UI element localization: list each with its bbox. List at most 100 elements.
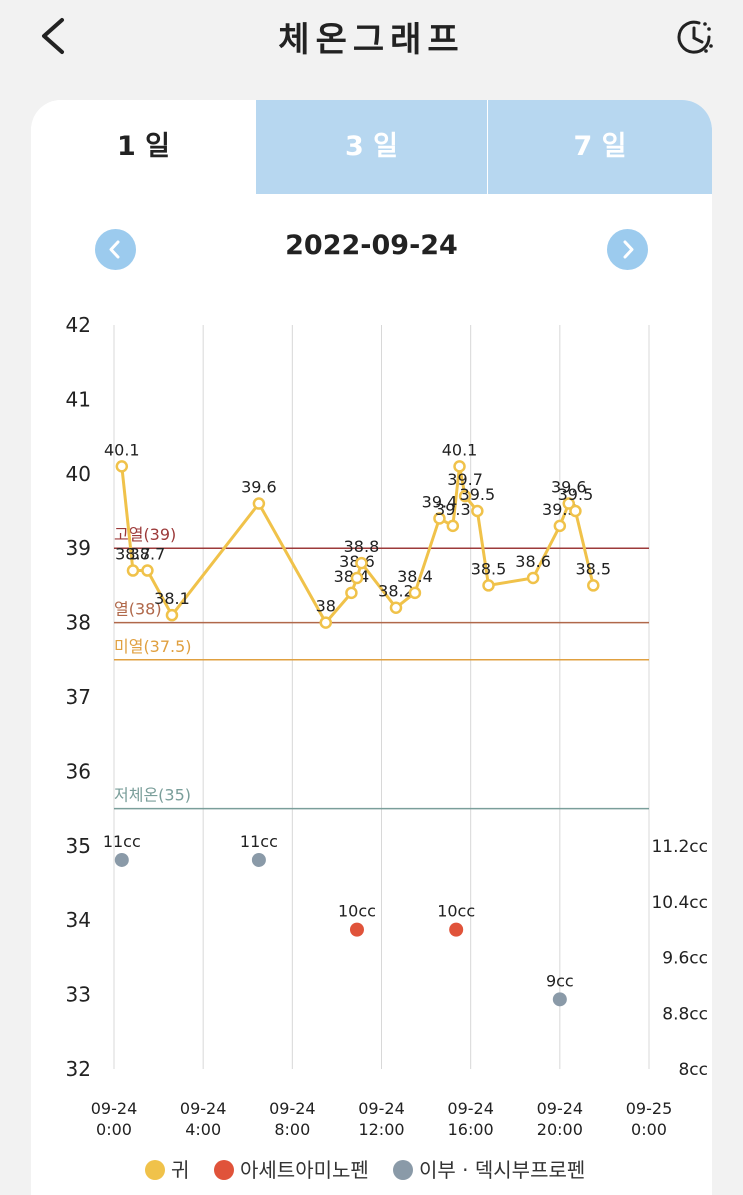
temperature-point: [355, 556, 368, 570]
clock-history-icon: [677, 20, 713, 54]
tab-7-day[interactable]: 7 일: [488, 100, 712, 194]
period-tabs: 1 일 3 일 7 일: [31, 100, 712, 194]
temperature-point: [587, 579, 600, 592]
temperature-point: [389, 601, 403, 614]
reference-line-label: 저체온(35): [114, 786, 191, 805]
medication-dose-point: [552, 992, 567, 1007]
temperature-point: [446, 519, 460, 533]
chevron-left-icon: [42, 18, 64, 54]
temperature-point: [458, 489, 472, 503]
prev-date-button[interactable]: [95, 229, 136, 270]
y-tick-label: 34: [66, 908, 91, 932]
history-button[interactable]: [675, 16, 717, 58]
y-tick-label: 32: [66, 1057, 91, 1081]
temperature-value-label: 39.4: [422, 492, 458, 511]
temperature-value-label: 39.6: [241, 478, 277, 497]
back-button[interactable]: [36, 14, 72, 58]
medication-dose-label: 11cc: [240, 832, 278, 851]
tab-divider: [487, 100, 488, 194]
temperature-point: [141, 564, 154, 577]
temperature-value-label: 39.7: [447, 470, 483, 489]
chart-legend: 귀 아세트아미노펜 이부 · 덱시부프로펜: [0, 1150, 743, 1190]
medication-dose-point: [349, 922, 364, 937]
chart-card: 1 일 3 일 7 일 2022-09-24: [31, 100, 712, 1195]
medication-dose-point: [251, 852, 266, 867]
temperature-point: [252, 497, 266, 510]
y-tick-label: 36: [66, 759, 91, 783]
right-axis-tick-label: 11.2cc: [651, 837, 708, 857]
y-tick-label: 42: [66, 313, 91, 337]
temperature-point: [345, 586, 358, 600]
y-tick-label: 39: [66, 536, 91, 560]
temperature-point: [482, 579, 495, 592]
y-tick-label: 41: [66, 387, 91, 411]
temperature-point: [115, 460, 129, 473]
temperature-value-label: 38: [316, 597, 336, 616]
legend-swatch: [145, 1160, 165, 1180]
header: 체온그래프: [0, 0, 743, 72]
temperature-point: [165, 608, 179, 622]
temperature-value-label: 39.5: [558, 485, 594, 504]
temperature-value-label: 38.7: [115, 545, 151, 564]
temperature-value-label: 40.1: [104, 440, 140, 459]
legend-label: 이부 · 덱시부프로펜: [419, 1158, 586, 1182]
medication-dose-label: 11cc: [103, 832, 141, 851]
x-tick-time: 0:00: [96, 1120, 132, 1139]
temperature-value-label: 38.5: [575, 559, 611, 578]
next-date-button[interactable]: [607, 229, 648, 270]
page-title: 체온그래프: [278, 20, 465, 60]
y-tick-label: 37: [66, 685, 91, 709]
temperature-point: [350, 571, 364, 585]
temperature-point: [526, 571, 540, 585]
tab-1-day[interactable]: 1 일: [31, 100, 256, 194]
x-tick-date: 09-24: [537, 1099, 584, 1118]
x-tick-time: 4:00: [185, 1120, 221, 1139]
chevron-right-icon: [623, 240, 634, 259]
temperature-point: [553, 519, 567, 533]
medication-dose-label: 10cc: [437, 902, 475, 921]
temperature-value-label: 38.5: [471, 559, 507, 578]
medication-dose-point: [114, 852, 129, 867]
medication-dose-label: 9cc: [546, 971, 574, 990]
tab-3-day[interactable]: 3 일: [256, 100, 487, 194]
reference-line-label: 고열(39): [114, 525, 176, 544]
temperature-point: [433, 512, 446, 525]
temperature-value-label: 38.1: [154, 589, 190, 608]
temperature-value-label: 40.1: [442, 440, 478, 459]
temperature-point: [562, 497, 575, 510]
x-tick-time: 20:00: [537, 1120, 583, 1139]
medication-dose-point: [449, 922, 464, 937]
temperature-value-label: 38.4: [397, 567, 433, 586]
temperature-value-label: 38.7: [130, 545, 166, 564]
x-tick-date: 09-24: [358, 1099, 405, 1118]
x-tick-time: 8:00: [274, 1120, 310, 1139]
temperature-chart: 09-24 0:00 09-24 4:00 09-24 8:00 09-24 12:00 09-…: [66, 313, 708, 1139]
y-tick-label: 35: [66, 834, 91, 858]
temperature-value-label: 39.5: [460, 485, 496, 504]
x-tick-time: 16:00: [448, 1120, 494, 1139]
temperature-value-label: 38.2: [378, 582, 414, 601]
temperature-line: [120, 464, 595, 625]
legend-label: 귀: [171, 1158, 190, 1182]
right-axis-tick-label: 10.4cc: [651, 893, 708, 913]
chevron-left-icon: [109, 240, 120, 259]
temperature-point: [126, 564, 140, 577]
x-tick-date: 09-24: [269, 1099, 316, 1118]
legend-label: 아세트아미노펜: [240, 1158, 369, 1182]
temperature-point: [319, 616, 333, 629]
temperature-point: [471, 504, 484, 518]
x-tick-time: 0:00: [631, 1120, 667, 1139]
temperature-point: [569, 504, 582, 518]
x-tick-date: 09-24: [180, 1099, 227, 1118]
right-axis-tick-label: 8.8cc: [662, 1004, 708, 1024]
medication-dose-label: 10cc: [338, 902, 376, 921]
x-tick-time: 12:00: [358, 1120, 404, 1139]
legend-swatch: [214, 1160, 234, 1180]
y-tick-label: 40: [66, 462, 91, 486]
right-axis-tick-label: 8cc: [678, 1060, 708, 1080]
reference-line-label: 미열(37.5): [114, 637, 192, 656]
right-axis-tick-label: 9.6cc: [662, 949, 708, 969]
x-tick-date: 09-24: [91, 1099, 138, 1118]
temperature-value-label: 38.6: [515, 552, 551, 571]
temperature-point: [453, 460, 466, 473]
